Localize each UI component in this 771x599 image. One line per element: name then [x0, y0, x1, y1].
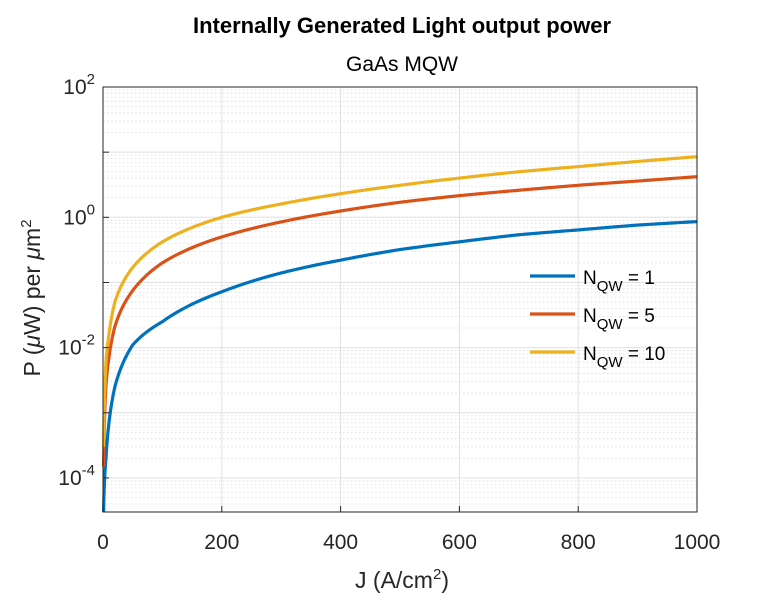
- legend-label: NQW = 5: [583, 306, 655, 333]
- y-axis-label-main: P (: [19, 347, 45, 376]
- y-axis-label: P (μW) per μm2: [18, 219, 45, 376]
- plot-area: [101, 86, 698, 513]
- y-axis-label-m: m: [19, 228, 45, 247]
- x-tick-label: 0: [97, 531, 109, 554]
- tick-marks: [102, 86, 698, 512]
- x-tick-label: 200: [204, 531, 239, 554]
- x-axis-label: J (A/cm2): [355, 566, 449, 593]
- y-tick-label-base: 10: [58, 467, 81, 490]
- y-tick-label-base: 10: [63, 76, 86, 99]
- legend-label-main: N: [583, 306, 597, 327]
- legend-label: NQW = 1: [583, 268, 655, 295]
- series-line-nqw-2: [101, 175, 698, 467]
- chart-title: Internally Generated Light output power: [193, 13, 611, 38]
- legend-label-main: N: [583, 344, 597, 365]
- plot-background: [103, 87, 697, 512]
- x-axis-label-sup: 2: [433, 566, 441, 583]
- y-axis-label-mu-1: μ: [19, 335, 45, 349]
- legend-label-sub: QW: [597, 354, 624, 371]
- legend-label: NQW = 10: [583, 344, 665, 371]
- x-axis-label-main: J (A/cm: [355, 567, 433, 593]
- series-lines: [101, 155, 698, 513]
- x-tick-label: 800: [561, 531, 596, 554]
- legend-label-main: N: [583, 268, 597, 289]
- y-tick-label: 102: [63, 71, 95, 99]
- y-tick-label-exp: -4: [82, 462, 95, 479]
- y-tick-label-exp: 2: [87, 71, 95, 88]
- chart-subtitle: GaAs MQW: [346, 53, 458, 76]
- y-axis-label-sup: 2: [18, 219, 35, 227]
- y-tick-label-exp: -2: [82, 332, 95, 349]
- legend-label-tail: = 1: [623, 268, 655, 289]
- x-tick-label: 1000: [674, 531, 721, 554]
- x-tick-labels: 0 200 400 600 800 1000: [97, 531, 720, 554]
- y-tick-label: 10-4: [58, 462, 95, 490]
- x-tick-label: 400: [323, 531, 358, 554]
- y-tick-label-base: 10: [63, 206, 86, 229]
- series-line-nqw-3: [101, 155, 698, 447]
- y-axis-label-mid: W) per: [19, 260, 45, 335]
- legend-label-sub: QW: [597, 316, 624, 333]
- y-tick-label: 100: [63, 201, 95, 229]
- y-tick-label-exp: 0: [87, 201, 95, 218]
- y-tick-label-base: 10: [58, 337, 81, 360]
- legend-label-tail: = 10: [623, 344, 666, 365]
- y-tick-label: 10-2: [58, 332, 95, 360]
- x-tick-label: 600: [442, 531, 477, 554]
- x-axis-label-tail: ): [441, 567, 449, 593]
- legend-label-sub: QW: [597, 278, 624, 295]
- axes-box: [102, 86, 698, 513]
- series-line-nqw-1: [101, 219, 698, 513]
- y-axis-label-mu-2: μ: [19, 247, 45, 261]
- legend-label-tail: = 5: [623, 306, 655, 327]
